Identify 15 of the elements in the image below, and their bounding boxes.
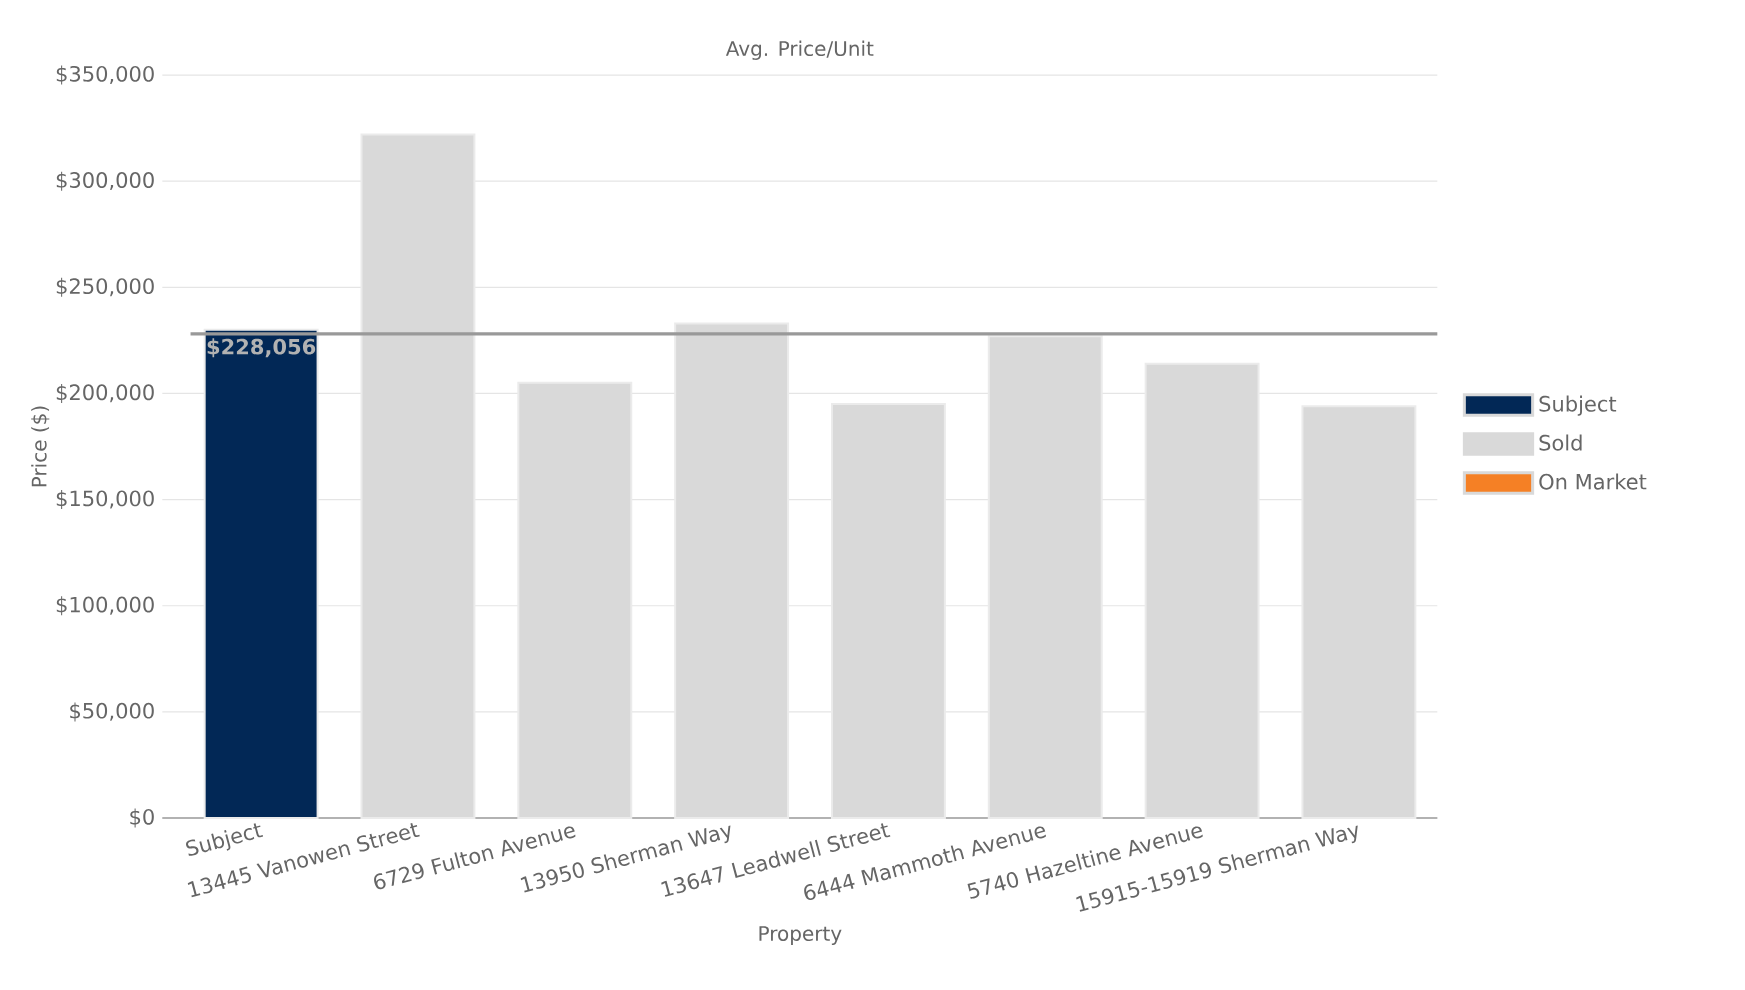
y-tick-label: $100,000 — [56, 596, 154, 616]
y-tick-label: $250,000 — [56, 277, 154, 297]
y-tick-label: $0 — [130, 808, 154, 828]
y-tick-label: $350,000 — [56, 65, 154, 85]
y-tick-label: $200,000 — [56, 383, 154, 403]
legend-label: Sold — [1539, 434, 1582, 451]
y-tick-label: $50,000 — [70, 702, 154, 722]
ref-line-label: $228,056 — [207, 338, 316, 358]
chart-title: Avg. Price/Unit — [725, 40, 874, 60]
legend-label: Subject — [1539, 395, 1617, 416]
y-tick-label: $150,000 — [56, 490, 154, 510]
x-axis-title: Property — [759, 926, 842, 945]
y-tick-label: $300,000 — [56, 171, 154, 191]
legend-label: On Market — [1539, 473, 1647, 490]
y-axis-title: Price ($) — [31, 406, 50, 487]
